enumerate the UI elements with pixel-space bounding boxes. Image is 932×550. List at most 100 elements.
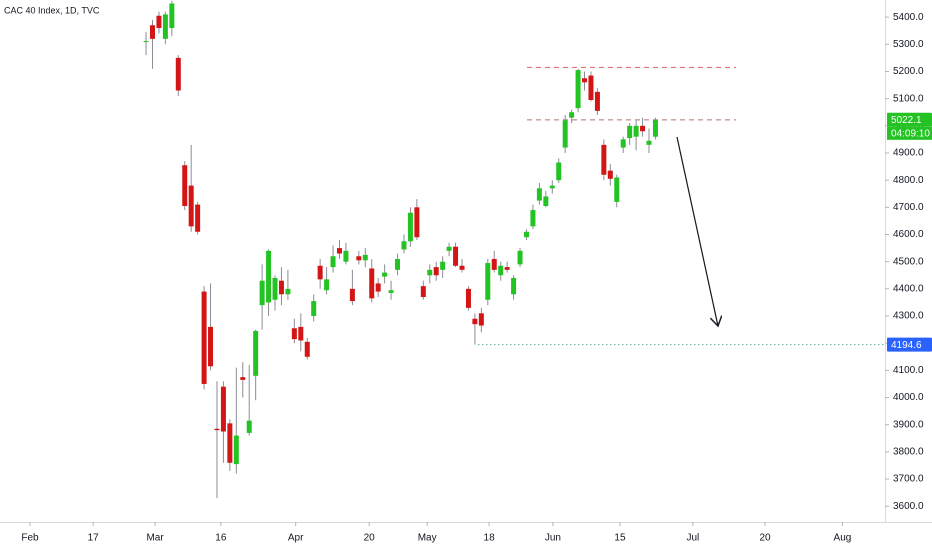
candle-body <box>465 288 471 308</box>
price-tag <box>887 337 932 352</box>
candle-body <box>504 267 510 270</box>
candle-body <box>601 144 607 175</box>
candle-body <box>607 170 613 179</box>
y-tick-label: 5200.0 <box>893 66 924 77</box>
candle-body <box>594 91 600 111</box>
y-tick-label: 3800.0 <box>893 447 924 458</box>
candle-body <box>156 15 162 28</box>
candle-body <box>523 231 529 238</box>
y-tick-label: 3600.0 <box>893 501 924 512</box>
candle-body <box>440 261 446 270</box>
candle-body <box>182 165 188 206</box>
candle-body <box>227 423 233 463</box>
candle-body <box>195 204 201 232</box>
candle-body <box>588 75 594 100</box>
candle-body <box>582 78 588 83</box>
candle-body <box>201 291 207 384</box>
x-tick-label: 20 <box>760 533 772 544</box>
candle-body <box>233 435 239 465</box>
candle-body <box>349 288 355 302</box>
countdown-label: 04:09:10 <box>891 128 930 139</box>
countdown-tag <box>887 126 932 140</box>
y-tick-label: 4700.0 <box>893 202 924 213</box>
candle-body <box>188 185 194 227</box>
y-tick-label: 4800.0 <box>893 175 924 186</box>
candle-body <box>485 263 491 300</box>
x-tick-label: 20 <box>364 533 376 544</box>
candle-body <box>433 267 439 276</box>
x-tick-label: Feb <box>21 533 39 544</box>
y-tick-label: 3700.0 <box>893 474 924 485</box>
candle-body <box>472 318 478 325</box>
candle-body <box>375 283 381 292</box>
candle-body <box>446 246 452 251</box>
candle-body <box>414 207 420 238</box>
candle-body <box>362 254 368 261</box>
candle-body <box>652 119 658 137</box>
x-tick-label: 15 <box>614 533 626 544</box>
candle-body <box>388 290 394 293</box>
candle-body <box>317 265 323 280</box>
y-tick-label: 4900.0 <box>893 148 924 159</box>
candle-body <box>298 326 304 341</box>
candle-body <box>343 250 349 262</box>
candle-body <box>382 272 388 277</box>
x-tick-label: Mar <box>146 533 164 544</box>
candle-body <box>291 328 297 340</box>
candle-body <box>646 140 652 145</box>
candle-body <box>530 210 536 227</box>
y-tick-label: 4000.0 <box>893 392 924 403</box>
candle-body <box>517 250 523 265</box>
candle-body <box>549 185 555 189</box>
candle-body <box>427 269 433 276</box>
candle-body <box>278 280 284 295</box>
candle-body <box>614 177 620 202</box>
candle-body <box>311 301 317 317</box>
candle-body <box>536 188 542 201</box>
candle-body <box>395 258 401 270</box>
candle-body <box>272 277 278 300</box>
price-tag <box>887 112 932 127</box>
y-tick-label: 5100.0 <box>893 93 924 104</box>
y-tick-label: 4500.0 <box>893 256 924 267</box>
x-tick-label: Jun <box>545 533 561 544</box>
candle-body <box>491 258 497 270</box>
candle-body <box>369 268 375 299</box>
x-tick-label: May <box>418 533 437 544</box>
candle-body <box>401 241 407 250</box>
y-tick-label: 5400.0 <box>893 12 924 23</box>
candle-body <box>162 14 168 39</box>
candle-body <box>459 265 465 270</box>
candle-body <box>556 162 562 181</box>
candle-body <box>175 57 181 91</box>
candle-body <box>246 420 252 433</box>
candle-body <box>259 280 265 306</box>
y-tick-label: 3900.0 <box>893 419 924 430</box>
candle-body <box>143 41 149 43</box>
candle-body <box>633 125 639 137</box>
price-tag-label: 5022.1 <box>891 115 922 126</box>
y-tick-label: 4600.0 <box>893 229 924 240</box>
price-tag-label: 4194.6 <box>891 340 922 351</box>
candle-body <box>356 256 362 261</box>
candle-body <box>253 330 259 376</box>
y-tick-label: 5300.0 <box>893 39 924 50</box>
candle-body <box>543 196 549 206</box>
y-tick-label: 4400.0 <box>893 283 924 294</box>
y-tick-label: 4300.0 <box>893 311 924 322</box>
x-tick-label: Apr <box>288 533 304 544</box>
candle-body <box>478 313 484 326</box>
trend-arrow <box>676 136 718 326</box>
candle-body <box>330 256 336 268</box>
candle-body <box>220 386 226 432</box>
candle-body <box>169 3 175 28</box>
x-tick-label: Jul <box>686 533 699 544</box>
candle-body <box>285 288 291 295</box>
candle-body <box>407 212 413 242</box>
x-tick-label: 16 <box>215 533 227 544</box>
candle-body <box>240 377 246 380</box>
candle-body <box>498 265 504 276</box>
candle-body <box>569 112 575 118</box>
